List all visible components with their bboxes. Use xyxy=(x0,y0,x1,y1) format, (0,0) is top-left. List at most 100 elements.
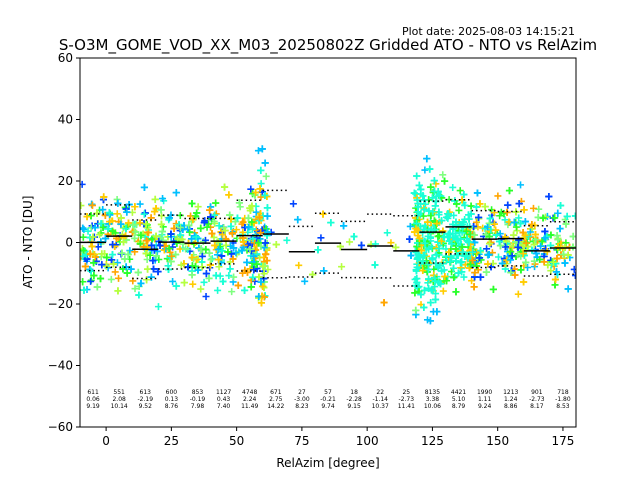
data-point xyxy=(413,263,421,271)
data-point xyxy=(155,237,163,245)
x-tick-label: 0 xyxy=(102,434,110,448)
data-point xyxy=(438,267,446,275)
data-point xyxy=(260,293,268,301)
bin-mean-label: -2.19 xyxy=(137,396,153,403)
bin-count-label: 611 xyxy=(87,389,99,396)
data-point xyxy=(263,212,271,220)
data-point xyxy=(108,251,116,259)
data-point xyxy=(262,172,270,180)
data-point xyxy=(458,243,466,251)
data-point xyxy=(430,187,438,195)
data-point xyxy=(143,255,151,263)
data-point xyxy=(188,254,196,262)
data-point xyxy=(470,231,478,239)
data-point xyxy=(272,241,280,249)
data-point xyxy=(109,241,117,249)
y-tick-label: 60 xyxy=(58,51,73,65)
data-point xyxy=(108,227,116,235)
data-point xyxy=(551,276,559,284)
data-point xyxy=(189,216,197,224)
data-point xyxy=(425,275,433,283)
bin-std-label: 10.06 xyxy=(424,403,441,410)
data-point xyxy=(114,199,122,207)
data-point xyxy=(239,238,247,246)
data-point xyxy=(457,259,465,267)
bin-std-label: 8.76 xyxy=(165,403,179,410)
data-point xyxy=(184,225,192,233)
bin-count-label: 600 xyxy=(166,389,178,396)
data-point xyxy=(505,187,513,195)
data-point xyxy=(147,273,155,281)
data-point xyxy=(98,261,106,269)
data-point xyxy=(247,185,255,193)
data-point xyxy=(90,259,98,267)
data-point xyxy=(289,200,297,208)
bin-mean-label: -0.19 xyxy=(190,396,206,403)
bin-statistics-labels: 6110.069.195512.0810.14613-2.199.526000.… xyxy=(86,389,571,410)
bin-count-label: 901 xyxy=(531,389,543,396)
data-point xyxy=(215,222,223,230)
data-point xyxy=(182,245,190,253)
data-point xyxy=(87,267,95,275)
data-point xyxy=(489,285,497,293)
data-point xyxy=(406,222,414,230)
data-point xyxy=(441,272,449,280)
data-point xyxy=(154,268,162,276)
data-point xyxy=(123,208,131,216)
bin-mean-label: -2.28 xyxy=(346,396,362,403)
data-point xyxy=(427,183,435,191)
data-point xyxy=(519,250,527,258)
data-point xyxy=(522,258,530,266)
data-point xyxy=(142,237,150,245)
data-point xyxy=(130,227,138,235)
bin-mean-label: 2.08 xyxy=(112,396,126,403)
data-point xyxy=(96,231,104,239)
data-point xyxy=(496,212,504,220)
data-point xyxy=(521,218,529,226)
data-point xyxy=(465,215,473,223)
data-point xyxy=(427,212,435,220)
data-point xyxy=(257,180,265,188)
data-point xyxy=(414,208,422,216)
data-point xyxy=(197,245,205,253)
x-axis-label: RelAzim [degree] xyxy=(276,456,379,470)
data-point xyxy=(91,224,99,232)
data-point xyxy=(142,220,150,228)
data-point xyxy=(247,283,255,291)
data-point xyxy=(120,238,128,246)
scatter-points xyxy=(80,145,576,325)
data-point xyxy=(438,217,446,225)
data-point xyxy=(350,233,358,241)
data-point xyxy=(452,245,460,253)
data-point xyxy=(80,233,87,241)
bin-std-label: 10.14 xyxy=(111,403,128,410)
data-point xyxy=(484,251,492,259)
data-point xyxy=(424,218,432,226)
bin-count-label: 27 xyxy=(298,389,306,396)
data-point xyxy=(80,246,88,254)
data-point xyxy=(387,239,395,247)
data-point xyxy=(515,236,523,244)
data-point xyxy=(569,243,576,251)
data-point xyxy=(492,226,500,234)
data-point xyxy=(258,145,266,153)
data-point xyxy=(225,272,233,280)
data-point xyxy=(420,303,428,311)
x-tick-label: 50 xyxy=(229,434,244,448)
data-point xyxy=(124,250,132,258)
data-point xyxy=(176,224,184,232)
data-point xyxy=(483,245,491,253)
data-point xyxy=(327,219,335,227)
data-point xyxy=(202,246,210,254)
data-point xyxy=(113,210,121,218)
data-point xyxy=(346,238,354,246)
data-point xyxy=(541,234,549,242)
data-point xyxy=(426,165,434,173)
data-point xyxy=(507,248,515,256)
data-point xyxy=(317,234,325,242)
data-point xyxy=(214,245,222,253)
data-point xyxy=(228,288,236,296)
data-point xyxy=(472,203,480,211)
data-point xyxy=(152,252,160,260)
